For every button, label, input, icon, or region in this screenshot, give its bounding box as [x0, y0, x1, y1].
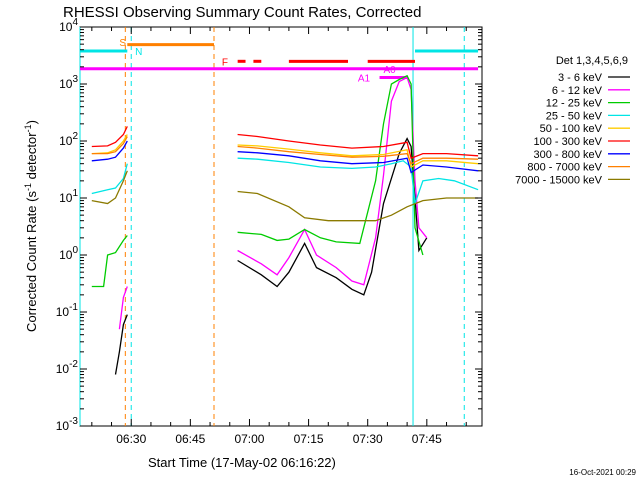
legend-label: 6 - 12 keV [552, 85, 603, 97]
x-axis-label: Start Time (17-May-02 06:16:22) [148, 455, 336, 470]
legend-label: 800 - 7000 keV [527, 162, 602, 174]
y-tick-label: 10-2 [56, 359, 79, 376]
y-tick-exponent: -2 [69, 359, 78, 370]
y-tick-exponent: 4 [72, 17, 78, 28]
series-line [91, 140, 128, 162]
series-line [237, 144, 479, 168]
y-axis-label: Corrected Count Rate (s-1 detector-1) [23, 120, 39, 332]
time-markers [79, 27, 465, 426]
x-tick-label: 06:30 [116, 432, 146, 446]
legend-label: 100 - 300 keV [534, 136, 603, 148]
state-annotation: A0 [383, 65, 396, 76]
y-tick-exponent: 3 [72, 74, 78, 85]
series-line [237, 145, 479, 165]
generation-timestamp: 16-Oct-2021 00:29 [569, 468, 636, 477]
y-tick-label: 101 [59, 188, 78, 205]
y-tick-exponent: 1 [72, 188, 78, 199]
plot-frame [79, 26, 483, 427]
series-line [91, 163, 128, 195]
y-tick-exponent: 2 [72, 131, 78, 142]
y-tick-label: 10-1 [56, 302, 79, 319]
plot-area-border [79, 26, 483, 427]
state-annotation: F [222, 57, 228, 68]
series-line [91, 170, 128, 205]
y-tick-base: 10 [59, 20, 73, 34]
y-tick-base: 10 [59, 77, 73, 91]
y-tick-label: 10-3 [56, 416, 79, 433]
y-label-part-detector: detector [24, 132, 39, 183]
legend-label: 12 - 25 keV [546, 98, 603, 110]
series-line [237, 151, 479, 174]
y-tick-label: 104 [59, 17, 78, 34]
x-tick-label: 07:30 [353, 432, 383, 446]
series-group [91, 74, 479, 375]
legend-label: 7000 - 15000 keV [515, 174, 603, 186]
state-annotation: A1 [358, 74, 371, 85]
y-tick-label: 102 [59, 131, 78, 148]
y-label-part-exp1: -1 [23, 183, 33, 191]
series-line [91, 134, 128, 155]
legend-label: 50 - 100 keV [540, 123, 603, 135]
series-line [91, 136, 128, 155]
series-line [237, 76, 428, 286]
y-tick-exponent: -1 [69, 302, 78, 313]
series-line [91, 126, 128, 148]
y-tick-base: 10 [59, 134, 73, 148]
y-tick-base: 10 [56, 419, 70, 433]
legend-label: 25 - 50 keV [546, 110, 603, 122]
y-label-part-main: Corrected Count Rate (s [24, 191, 39, 332]
series-line [237, 190, 479, 222]
series-line [114, 314, 128, 375]
x-tick-label: 06:45 [175, 432, 205, 446]
x-tick-label: 07:45 [412, 432, 442, 446]
y-tick-base: 10 [56, 362, 70, 376]
y-tick-base: 10 [56, 305, 70, 319]
y-label-part-exp2: -1 [23, 124, 33, 132]
series-line [237, 133, 479, 160]
state-annotation: N [135, 47, 142, 58]
y-tick-exponent: -3 [69, 416, 78, 427]
x-tick-label: 07:00 [234, 432, 264, 446]
series-line [237, 74, 424, 256]
y-label-part-close: ) [24, 120, 39, 124]
y-tick-label: 100 [59, 245, 78, 262]
legend-title: Det 1,3,4,5,6,9 [556, 55, 628, 67]
x-axis-ticks: 06:30 06:45 07:00 07:15 07:30 07:45 [91, 27, 467, 446]
series-line [91, 235, 128, 288]
legend-label: 300 - 800 keV [534, 149, 603, 161]
chart-title: RHESSI Observing Summary Count Rates, Co… [63, 4, 421, 21]
y-tick-exponent: 0 [72, 245, 78, 256]
series-line [237, 157, 479, 204]
y-tick-base: 10 [59, 248, 73, 262]
x-tick-label: 07:15 [294, 432, 324, 446]
legend-label: 3 - 6 keV [558, 72, 603, 84]
state-annotation: S [119, 38, 126, 49]
y-tick-label: 103 [59, 74, 78, 91]
y-tick-base: 10 [59, 191, 73, 205]
state-annotations: SN F A0 A1 [119, 38, 396, 85]
series-line [118, 286, 128, 330]
